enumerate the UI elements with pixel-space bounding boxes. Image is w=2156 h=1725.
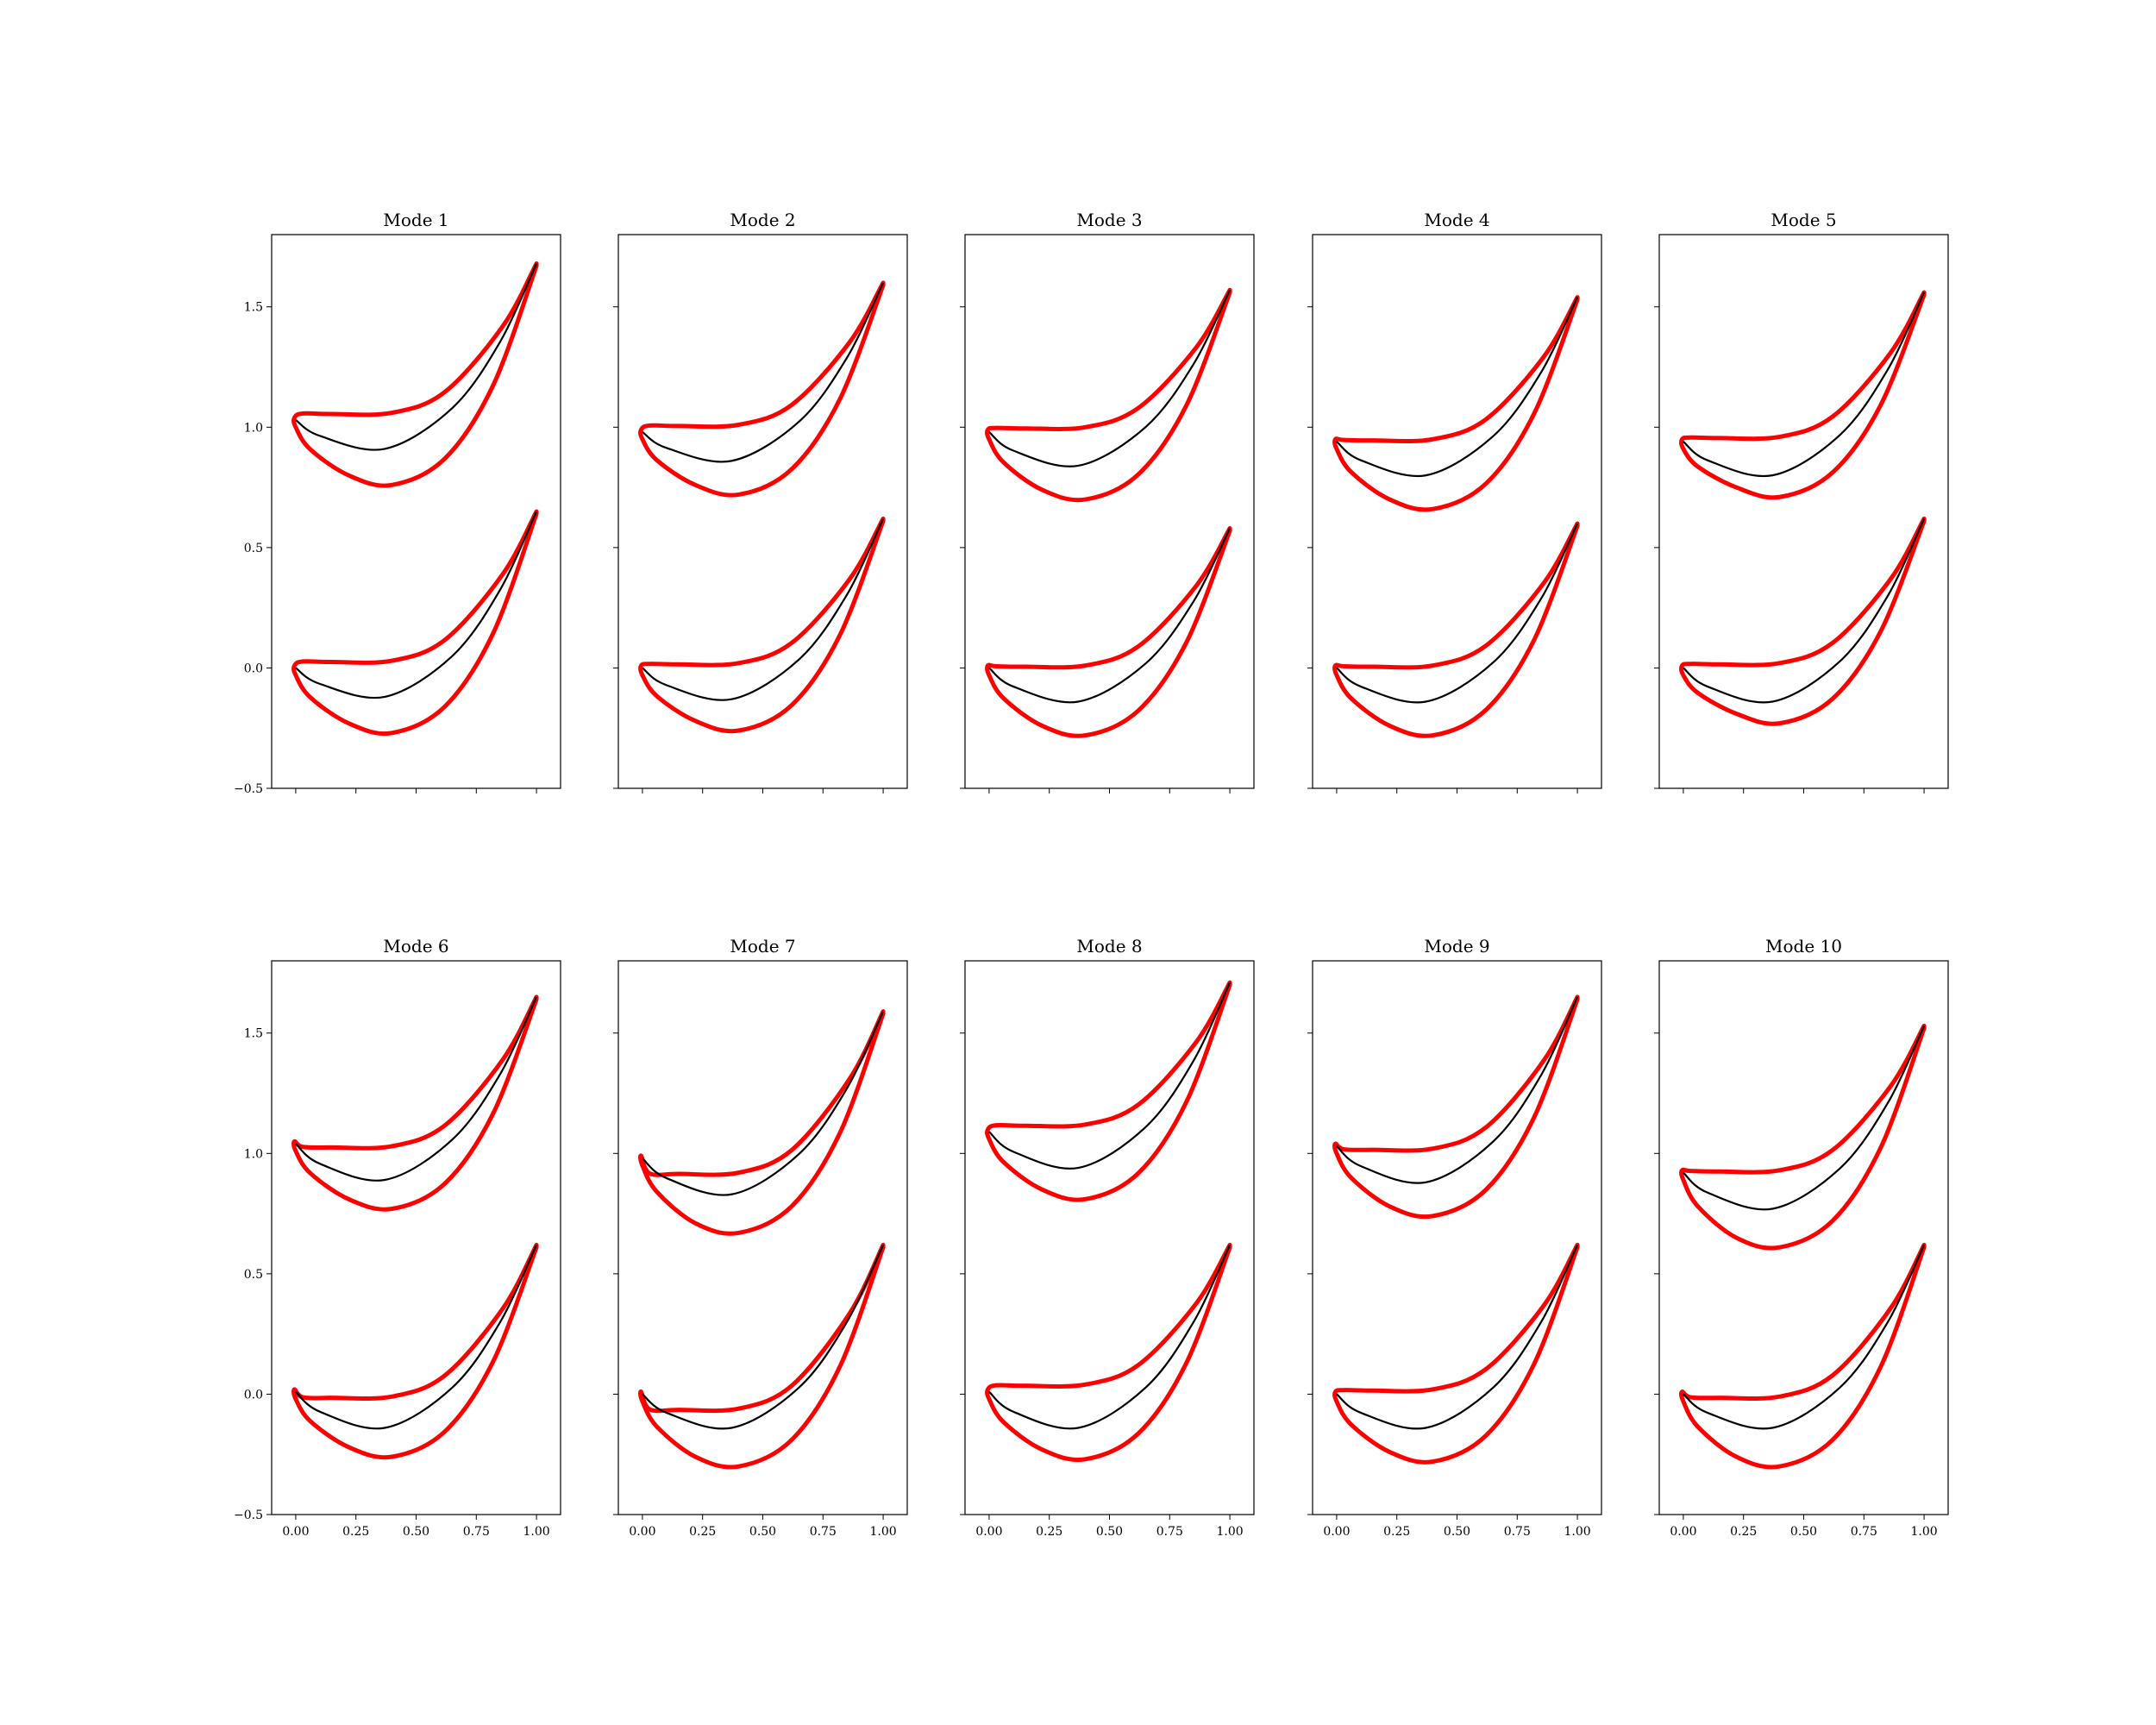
x-tick-label: 0.25 [342,1525,369,1539]
blade-outline-row-1 [1679,290,1927,500]
camber-line-row-1 [1336,297,1579,478]
camber-line-row-2 [295,511,538,699]
camber-line-row-1 [295,263,538,451]
subplot-mode-7: Mode 7 0.00 0.25 0.50 0.75 1.00 [613,936,908,1539]
blade-outline-row-2 [1332,1242,1580,1465]
blade-outline-row-2 [638,516,886,734]
x-tick-label: 0.00 [1670,1525,1696,1539]
x-tick-label: 1.00 [1216,1525,1243,1539]
blade-outline-row-1 [291,261,539,488]
camber-line-row-2 [1336,1244,1579,1430]
x-tick-label: 1.00 [869,1525,896,1539]
subplot-title: Mode 8 [1076,936,1142,957]
x-tick-label: 0.75 [1156,1525,1183,1539]
x-tick-label: 0.00 [1323,1525,1350,1539]
camber-line-row-1 [642,282,885,463]
y-tick-label: 1.5 [244,1027,263,1041]
subplot-mode-6: Mode 6 −0.5 0.0 0.5 1.0 1.5 0.00 0.25 0.50 0.75 1.… [234,936,561,1539]
blade-outline-row-1 [638,280,886,498]
camber-line-row-1 [295,996,538,1182]
y-tick-label: 1.0 [244,1147,263,1161]
subplot-title: Mode 4 [1424,210,1489,230]
x-tick-label: 0.75 [463,1525,490,1539]
camber-line-row-2 [1336,523,1579,704]
blade-outline-row-1 [985,980,1232,1202]
x-tick-label: 0.50 [1790,1525,1817,1539]
x-tick-label: 0.00 [629,1525,655,1539]
x-tick-label: 0.00 [282,1525,309,1539]
x-tick-label: 0.25 [1036,1525,1062,1539]
blade-outline-row-2 [1332,521,1580,738]
y-tick-label: 0.5 [244,1268,263,1282]
subplot-title: Mode 9 [1424,936,1489,957]
x-tick-label: 0.75 [1504,1525,1531,1539]
camber-line-row-2 [642,1244,885,1430]
subplot-mode-2: Mode 2 [613,210,908,794]
subplot-mode-3: Mode 3 [960,210,1255,794]
x-tick-label: 0.50 [1096,1525,1123,1539]
x-tick-label: 0.50 [403,1525,429,1539]
subplot-title: Mode 5 [1771,210,1836,230]
camber-line-row-1 [1683,1025,1926,1211]
subplot-mode-9: Mode 9 0.00 0.25 0.50 0.75 1.00 [1307,936,1602,1539]
x-tick-label: 0.50 [1444,1525,1470,1539]
camber-line-row-1 [988,289,1232,467]
subplot-mode-5: Mode 5 [1654,210,1949,794]
y-tick-label: 1.0 [244,421,263,435]
blade-outline-row-1 [638,1009,886,1236]
subplot-title: Mode 1 [383,210,448,230]
y-tick-label: 0.5 [244,542,263,555]
x-tick-label: 1.00 [1910,1525,1937,1539]
camber-line-row-2 [1683,518,1926,704]
subplot-mode-10: Mode 10 0.00 0.25 0.50 0.75 1.00 [1654,936,1949,1539]
x-tick-label: 0.25 [689,1525,716,1539]
blade-outline-row-2 [985,526,1232,738]
x-tick-label: 0.25 [1383,1525,1410,1539]
x-tick-label: 1.00 [523,1525,549,1539]
blade-outline-row-2 [1679,516,1927,726]
camber-line-row-2 [642,518,885,701]
blade-outline-row-2 [291,509,539,737]
blade-outline-row-2 [1679,1242,1927,1470]
camber-line-row-2 [988,1244,1232,1430]
y-tick-label: 1.5 [244,301,263,315]
camber-line-row-1 [1336,996,1579,1184]
y-tick-label: −0.5 [234,782,263,796]
subplot-mode-1: Mode 1 −0.5 0.0 0.5 1.0 1.5 [234,210,561,796]
y-tick-label: 0.0 [244,662,263,675]
blade-outline-row-2 [638,1242,886,1470]
subplot-title: Mode 7 [730,936,795,957]
y-tick-label: 0.0 [244,1388,263,1402]
x-tick-label: 0.00 [975,1525,1002,1539]
x-tick-label: 0.75 [1851,1525,1877,1539]
subplot-title: Mode 3 [1076,210,1142,230]
x-tick-label: 0.50 [749,1525,776,1539]
blade-outline-row-1 [1332,295,1580,512]
blade-outline-row-2 [985,1242,1232,1463]
blade-outline-row-1 [1679,1023,1927,1251]
subplot-title: Mode 2 [730,210,795,230]
blade-outline-row-2 [291,1242,539,1460]
camber-line-row-1 [988,982,1232,1170]
subplot-title: Mode 6 [383,936,448,957]
camber-line-row-1 [1683,292,1926,478]
y-tick-label: −0.5 [234,1509,263,1522]
blade-outline-row-1 [1332,994,1580,1220]
subplot-mode-8: Mode 8 0.00 0.25 0.50 0.75 1.00 [960,936,1255,1539]
x-tick-label: 0.75 [810,1525,837,1539]
x-tick-label: 0.25 [1730,1525,1757,1539]
x-tick-label: 1.00 [1564,1525,1590,1539]
camber-line-row-2 [988,528,1232,704]
subplot-mode-4: Mode 4 [1307,210,1602,794]
camber-line-row-1 [642,1011,885,1196]
blade-outline-row-1 [291,994,539,1212]
blade-outline-row-1 [985,287,1232,503]
camber-line-row-2 [1683,1244,1926,1430]
subplot-title: Mode 10 [1765,936,1842,957]
camber-line-row-2 [295,1244,538,1430]
